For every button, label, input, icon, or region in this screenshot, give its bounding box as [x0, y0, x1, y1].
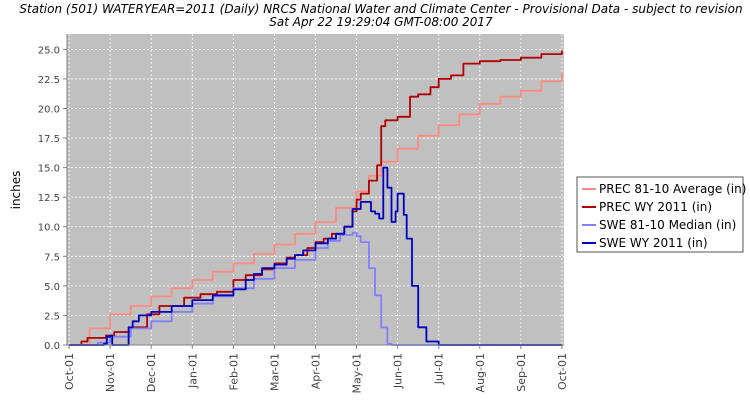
x-tick-label-11: Sep-01	[515, 353, 528, 392]
x-tick-label-12: Oct-01	[556, 353, 569, 390]
y-tick-label-8: 20.0	[38, 104, 60, 115]
chart-subtitle: Sat Apr 22 19:29:04 GMT-08:00 2017	[269, 15, 493, 29]
y-tick-label-10: 25.0	[38, 45, 60, 56]
x-tick-label-4: Feb-01	[227, 353, 240, 390]
x-tick-label-9: Jul-01	[433, 353, 446, 385]
y-tick-label-5: 12.5	[38, 193, 60, 204]
legend: PREC 81-10 Average (in) PREC WY 2011 (in)…	[576, 176, 746, 253]
y-tick-label-7: 17.5	[38, 134, 60, 145]
chart-title: Station (501) WATERYEAR=2011 (Daily) NRC…	[19, 2, 742, 16]
y-tick-label-3: 7.5	[44, 252, 60, 263]
legend-label-2: SWE 81-10 Median (in)	[599, 218, 736, 232]
series-line-3	[69, 166, 562, 346]
x-tick-label-8: Jun-01	[392, 353, 405, 389]
series-line-0	[69, 73, 563, 346]
x-tick-label-3: Jan-01	[186, 353, 199, 389]
series-layer	[69, 50, 563, 346]
x-tick-label-10: Aug-01	[474, 353, 487, 392]
x-tick-label-5: Mar-01	[268, 353, 281, 391]
y-tick-label-0: 0.0	[44, 341, 60, 352]
y-tick-label-6: 15.0	[38, 164, 60, 175]
x-tick-label-1: Nov-01	[104, 353, 117, 392]
x-tick-label-6: Apr-01	[310, 353, 323, 389]
legend-label-3: SWE WY 2011 (in)	[599, 236, 708, 250]
x-tick-label-0: Oct-01	[63, 353, 76, 390]
y-axis-label: inches	[9, 171, 23, 210]
axes: 0.0 2.5 5.0 7.5 10.0 12.5 15.0 17.5 20.0 22.5 25.0…	[38, 34, 569, 394]
legend-label-1: PREC WY 2011 (in)	[599, 200, 712, 214]
y-tick-label-2: 5.0	[44, 282, 60, 293]
legend-label-0: PREC 81-10 Average (in)	[599, 182, 746, 196]
x-tick-label-7: May-01	[351, 353, 364, 394]
y-tick-label-1: 2.5	[44, 311, 60, 322]
plot-area	[67, 34, 564, 345]
y-tick-label-9: 22.5	[38, 75, 60, 86]
legend-box	[576, 176, 744, 253]
y-tick-label-4: 10.0	[38, 223, 60, 234]
x-tick-label-2: Dec-01	[145, 353, 158, 392]
series-line-2	[69, 231, 562, 346]
